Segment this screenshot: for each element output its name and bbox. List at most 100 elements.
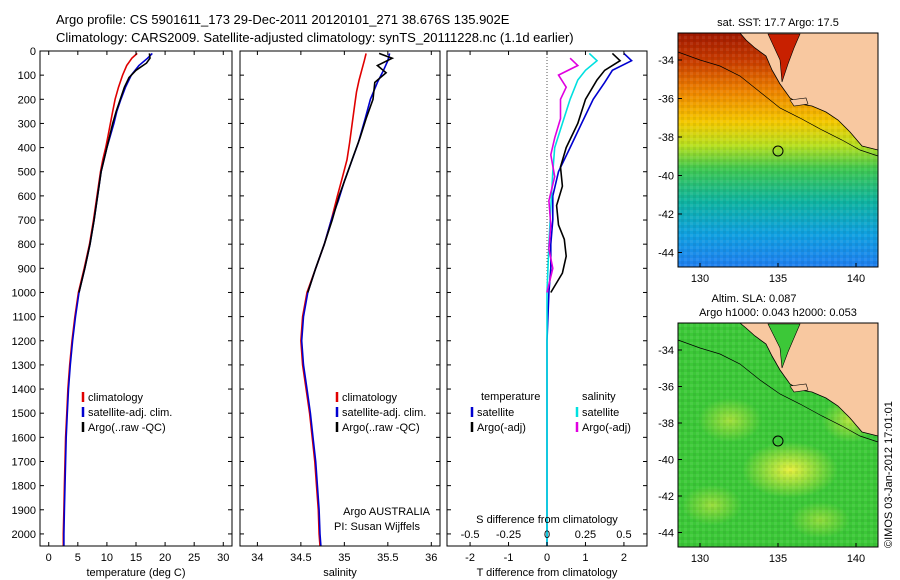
map-lon-label: 130 bbox=[691, 553, 709, 565]
x-tick-label: -1 bbox=[504, 552, 514, 564]
x-tick-label: 25 bbox=[188, 552, 200, 564]
spencer-gulf bbox=[767, 33, 801, 83]
series-line-0 bbox=[546, 52, 633, 546]
spencer-gulf bbox=[767, 323, 801, 369]
argo-marker bbox=[772, 145, 784, 157]
series-line-0 bbox=[62, 52, 138, 546]
legend-label: Argo(-adj) bbox=[477, 422, 526, 434]
y-tick-label: 0 bbox=[30, 46, 36, 58]
map-lon-label: 140 bbox=[847, 273, 865, 285]
y-tick-label: 200 bbox=[18, 94, 36, 106]
y-tick-label: 1900 bbox=[12, 505, 36, 517]
map-lat-label: -34 bbox=[658, 55, 674, 67]
s-tick-label: 0.25 bbox=[575, 529, 596, 541]
sst-map-title: sat. SST: 17.7 Argo: 17.5 bbox=[717, 17, 839, 29]
x-tick-label: 0 bbox=[46, 552, 52, 564]
legend-label: climatology bbox=[342, 392, 398, 404]
plot-temperature: 0100200300400500600700800900100011001200… bbox=[12, 46, 233, 579]
header-line1: Argo profile: CS 5901611_173 29-Dec-2011… bbox=[56, 12, 510, 27]
argo-annotation: Argo AUSTRALIA bbox=[343, 506, 430, 518]
australia-land bbox=[738, 322, 879, 437]
sla-map: Altim. SLA: 0.087 Argo h1000: 0.043 h200… bbox=[658, 293, 879, 565]
x-tick-label: 0 bbox=[544, 552, 550, 564]
y-tick-label: 700 bbox=[18, 215, 36, 227]
map-lon-label: 140 bbox=[847, 553, 865, 565]
legend-label: Argo(-adj) bbox=[582, 422, 631, 434]
legend-label: Argo(..raw -QC) bbox=[88, 422, 166, 434]
y-tick-label: 1200 bbox=[12, 336, 36, 348]
x-tick-label: 30 bbox=[217, 552, 229, 564]
map-lat-label: -38 bbox=[658, 418, 674, 430]
s-axis-label: S difference from climatology bbox=[476, 514, 618, 526]
x-axis-label: T difference from climatology bbox=[477, 567, 618, 579]
map-lat-label: -44 bbox=[658, 248, 674, 260]
y-tick-label: 1300 bbox=[12, 360, 36, 372]
s-tick-label: -0.25 bbox=[496, 529, 521, 541]
y-tick-label: 800 bbox=[18, 239, 36, 251]
y-tick-label: 1600 bbox=[12, 432, 36, 444]
legend-label: satellite bbox=[477, 407, 514, 419]
x-tick-label: 20 bbox=[159, 552, 171, 564]
isobath-line bbox=[677, 51, 879, 157]
map-lat-label: -40 bbox=[658, 455, 674, 467]
x-axis-label: salinity bbox=[323, 567, 357, 579]
map-lat-label: -36 bbox=[658, 94, 674, 106]
series-line-1 bbox=[63, 52, 153, 546]
plot-difference: -2 -1 0 1 2T difference from climatology temp… bbox=[446, 50, 648, 579]
series-line-3 bbox=[546, 57, 580, 293]
x-tick-label: 2 bbox=[621, 552, 627, 564]
map-lat-label: -38 bbox=[658, 132, 674, 144]
s-tick-label: -0.5 bbox=[461, 529, 480, 541]
y-tick-label: 1100 bbox=[12, 312, 36, 324]
series-line-1 bbox=[550, 52, 622, 293]
map-lat-label: -42 bbox=[658, 491, 674, 503]
y-tick-label: 1400 bbox=[12, 384, 36, 396]
kangaroo-island bbox=[789, 383, 809, 393]
series-line-2 bbox=[546, 52, 599, 546]
legend-label: Argo(..raw -QC) bbox=[342, 422, 420, 434]
map-lon-label: 135 bbox=[769, 273, 787, 285]
y-tick-label: 1700 bbox=[12, 456, 36, 468]
s-tick-label: 0 bbox=[544, 529, 550, 541]
x-tick-label: 35 bbox=[338, 552, 350, 564]
y-tick-label: 900 bbox=[18, 263, 36, 275]
argo-annotation: PI: Susan Wijffels bbox=[334, 521, 420, 533]
argo-marker bbox=[772, 435, 784, 447]
x-tick-label: 5 bbox=[75, 552, 81, 564]
series-line-2 bbox=[307, 52, 395, 293]
plot-frame bbox=[239, 50, 441, 547]
x-axis-label: temperature (deg C) bbox=[86, 567, 185, 579]
x-tick-label: 34.5 bbox=[290, 552, 311, 564]
x-tick-label: 1 bbox=[582, 552, 588, 564]
credit-text: ©IMOS 03-Jan-2012 17:01:01 bbox=[883, 401, 895, 548]
legend-label: satellite-adj. clim. bbox=[342, 407, 426, 419]
x-tick-label: 36 bbox=[425, 552, 437, 564]
x-tick-label: -2 bbox=[465, 552, 475, 564]
y-tick-label: 100 bbox=[18, 70, 36, 82]
map-lat-label: -40 bbox=[658, 171, 674, 183]
sst-map: sat. SST: 17.7 Argo: 17.5 130 135 140 -34 -3… bbox=[658, 17, 879, 285]
kangaroo-island bbox=[789, 97, 809, 107]
s-tick-label: 0.5 bbox=[616, 529, 631, 541]
y-tick-label: 500 bbox=[18, 167, 36, 179]
y-tick-label: 600 bbox=[18, 191, 36, 203]
map-lat-label: -36 bbox=[658, 382, 674, 394]
y-tick-label: 1800 bbox=[12, 481, 36, 493]
isobath-line bbox=[677, 339, 879, 443]
x-tick-label: 15 bbox=[130, 552, 142, 564]
legend-label: satellite-adj. clim. bbox=[88, 407, 172, 419]
plot-frame bbox=[39, 50, 233, 547]
y-tick-label: 1500 bbox=[12, 408, 36, 420]
legend-label: climatology bbox=[88, 392, 144, 404]
header-line2: Climatology: CARS2009. Satellite-adjuste… bbox=[56, 30, 574, 45]
x-tick-label: 35.5 bbox=[377, 552, 398, 564]
sla-map-title1: Altim. SLA: 0.087 bbox=[712, 293, 797, 305]
x-tick-label: 34 bbox=[251, 552, 263, 564]
australia-land bbox=[739, 32, 879, 151]
map-lon-label: 130 bbox=[691, 273, 709, 285]
x-tick-label: 10 bbox=[101, 552, 113, 564]
plot-salinity: 34 34.5 35 35.5 36 salinity climatology satelli… bbox=[239, 50, 441, 579]
map-lat-label: -34 bbox=[658, 345, 674, 357]
y-tick-label: 400 bbox=[18, 143, 36, 155]
